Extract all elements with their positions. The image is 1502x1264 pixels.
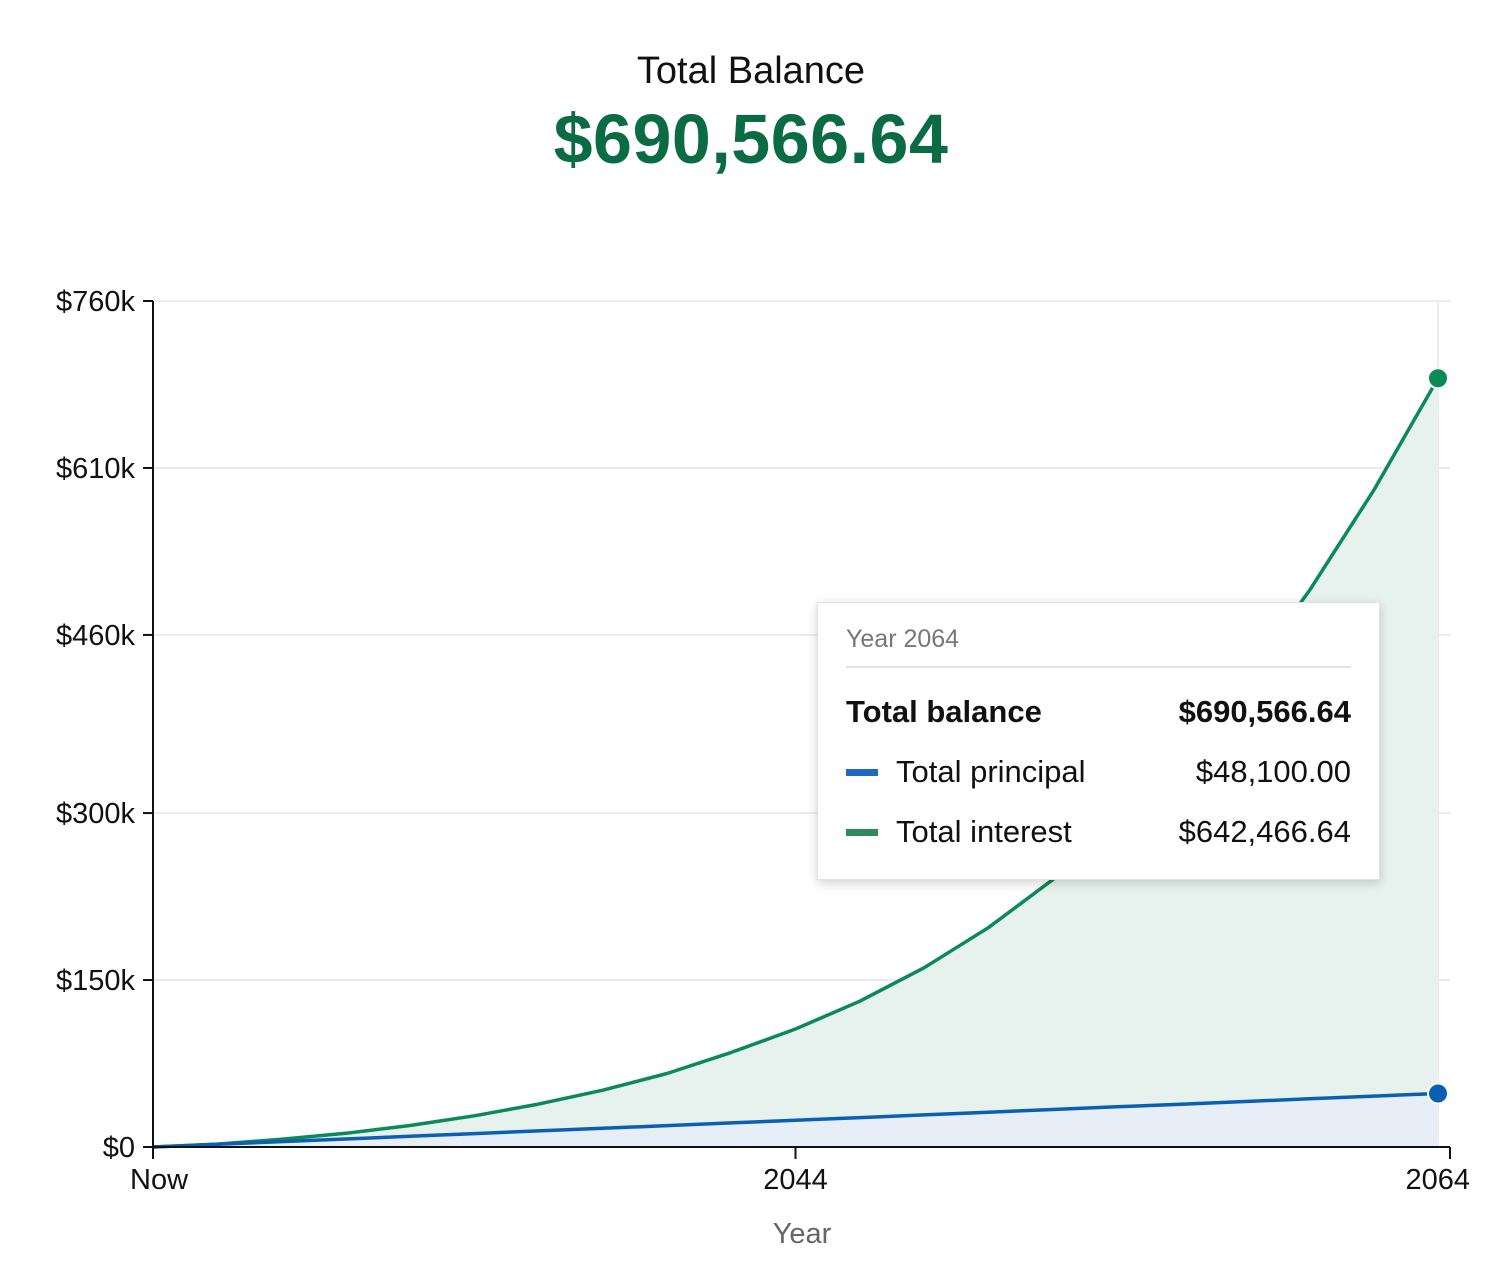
tooltip-principal-row: Total principal $48,100.00 bbox=[846, 754, 1351, 790]
balance-title: Total Balance bbox=[636, 50, 866, 92]
x-tick-label: 2044 bbox=[763, 1164, 828, 1196]
tooltip-total-row: Total balance $690,566.64 bbox=[846, 694, 1351, 730]
y-tick-label: $610k bbox=[56, 453, 136, 485]
y-tick-label: $300k bbox=[56, 798, 136, 830]
tooltip-year: Year 2064 bbox=[846, 625, 1351, 668]
y-tick-label: $760k bbox=[56, 286, 136, 318]
y-tick-label: $150k bbox=[56, 965, 136, 997]
tooltip-principal-value: $48,100.00 bbox=[1195, 754, 1351, 789]
interest-swatch bbox=[846, 828, 878, 836]
principal-line bbox=[152, 1091, 1439, 1149]
principal-end-point[interactable] bbox=[1427, 1082, 1449, 1105]
balance-value: $690,566.64 bbox=[553, 100, 949, 178]
tooltip-total-label: Total balance bbox=[846, 694, 1042, 729]
tooltip-total-value: $690,566.64 bbox=[1178, 694, 1351, 729]
end-points[interactable] bbox=[1427, 367, 1449, 1105]
interest-area bbox=[153, 378, 1438, 1147]
tooltip-interest-value: $642,466.64 bbox=[1178, 814, 1351, 849]
tooltip-principal-label: Total principal bbox=[896, 754, 1086, 789]
x-axis-title: Year bbox=[773, 1218, 832, 1250]
x-tick-label: Now bbox=[130, 1164, 189, 1196]
tooltip: Year 2064 Total balance $690,566.64 Tota… bbox=[817, 602, 1380, 880]
y-tick-label: $460k bbox=[56, 620, 136, 652]
tooltip-interest-row: Total interest $642,466.64 bbox=[846, 814, 1351, 850]
principal-swatch bbox=[846, 768, 878, 776]
y-tick-label: $0 bbox=[103, 1132, 135, 1164]
x-tick-label: 2064 bbox=[1405, 1164, 1470, 1196]
balance-header: Total Balance $690,566.64 bbox=[0, 50, 1502, 179]
interest-end-point[interactable] bbox=[1427, 367, 1449, 390]
tooltip-interest-label: Total interest bbox=[896, 814, 1072, 849]
